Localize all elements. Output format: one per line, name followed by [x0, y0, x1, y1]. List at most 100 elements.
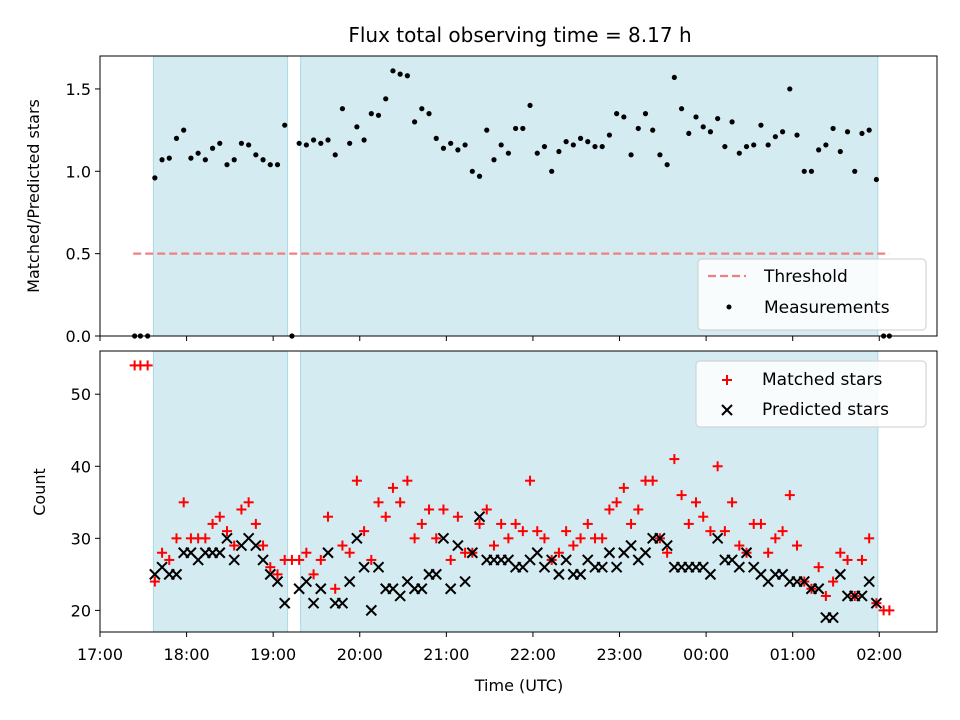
matched-star-point [813, 562, 824, 573]
measurement-point [715, 115, 721, 122]
threshold-legend-label: Threshold [763, 267, 848, 287]
x-stroke-b [798, 575, 810, 588]
ratio-panel-frame [99, 55, 938, 337]
predicted-star-point [863, 575, 875, 588]
matched-star-point [445, 554, 456, 565]
matched-star-point [611, 497, 622, 508]
y-tick-label: 1.0 [66, 162, 91, 181]
predicted-star-point [610, 561, 623, 573]
predicted-star-point [228, 554, 240, 566]
predicted-star-point [250, 539, 262, 552]
measurement-point [202, 157, 208, 163]
x-stroke-b [704, 568, 717, 581]
predicted-star-point [834, 568, 847, 581]
measurement-point [303, 142, 309, 148]
x-tick-label: 18:00 [164, 645, 210, 664]
matched-star-point [474, 518, 485, 529]
matched-star-point [250, 518, 261, 529]
measurement-point [751, 142, 757, 148]
predicted-star-point [437, 532, 450, 545]
matched-star-point [221, 526, 232, 537]
predicted-legend-label: Predicted stars [762, 400, 889, 420]
matched-star-point [633, 504, 644, 515]
x-tick-label: 00:00 [683, 645, 729, 664]
measurement-point [664, 162, 670, 168]
predicted-star-point [343, 575, 356, 588]
predicted-star-point [545, 554, 558, 566]
measurement-point [152, 175, 158, 181]
matched-star-point [763, 547, 774, 558]
measurement-point [332, 152, 338, 158]
measurement-point [484, 127, 490, 133]
x-tick-label: 20:00 [337, 645, 383, 664]
matched-star-point [488, 540, 499, 551]
predicted-star-point [351, 532, 363, 545]
count-x-axis-label: Time (UTC) [474, 676, 563, 695]
count-panel: 20 30 40 50 17:00 18:00 19:00 20:00 21:00 22:00 2… [30, 350, 938, 695]
measurement-point [404, 73, 410, 79]
matched-star-point [373, 497, 384, 508]
measurements-legend-label: Measurements [764, 298, 890, 318]
predicted-star-point [531, 547, 543, 559]
matched-star-point [864, 533, 875, 544]
x-stroke-b [264, 568, 276, 581]
matched-star-point [344, 547, 355, 558]
matched-star-point [503, 533, 514, 544]
x-stroke-b [452, 539, 464, 552]
measurement-point [823, 142, 829, 148]
matched-star-point [387, 482, 398, 493]
matched-star-point [229, 540, 240, 551]
matched-star-point [496, 518, 507, 529]
x-stroke-b [812, 583, 825, 595]
x-stroke-b [444, 583, 457, 595]
x-stroke-b [726, 554, 738, 566]
measurement-point [859, 130, 865, 137]
x-stroke-b [733, 561, 746, 573]
x-stroke-b [437, 532, 450, 545]
measurement-point [650, 127, 656, 133]
matched-star-point [884, 605, 895, 616]
count-y-axis-label: Count [30, 468, 49, 516]
count-y-ticks: 20 30 40 50 [71, 385, 100, 620]
measurement-point [188, 155, 194, 161]
x-stroke-b [372, 561, 385, 573]
count-legend-box [695, 360, 927, 428]
y-tick-label: 0.0 [66, 327, 91, 346]
measurement-point [830, 125, 836, 132]
x-tick-label: 23:00 [596, 645, 642, 664]
matched-star-point [359, 526, 370, 537]
measurement-point [440, 145, 447, 151]
x-stroke-b [336, 597, 349, 609]
predicted-star-point [733, 561, 746, 573]
matched-star-point [171, 533, 182, 544]
matched-star-point [662, 547, 673, 558]
measurement-point [686, 130, 692, 137]
measurement-point [873, 176, 879, 183]
measurement-point [195, 150, 201, 156]
measurement-point [274, 162, 281, 168]
measurement-point [419, 106, 425, 112]
measurement-point [779, 129, 786, 135]
x-stroke-b [661, 539, 673, 552]
predicted-star-point [704, 568, 717, 581]
measurement-point [476, 173, 483, 179]
matched-star-point [402, 475, 413, 486]
matched-star-point [142, 360, 153, 371]
matched-star-point [323, 511, 334, 522]
measurement-point [253, 152, 259, 158]
ratio-x-ticks [99, 336, 880, 341]
matched-stars-series [129, 360, 895, 616]
matched-star-point [539, 533, 550, 544]
predicted-star-point [625, 539, 637, 552]
x-stroke-b [351, 532, 363, 545]
measurement-point [700, 124, 706, 130]
predicted-star-point [603, 547, 616, 559]
x-stroke-b [711, 532, 724, 545]
matched-star-point [618, 482, 629, 493]
measurement-point [772, 134, 778, 140]
x-stroke-b [560, 554, 572, 566]
x-stroke-b [322, 547, 334, 559]
matched-star-point [243, 497, 254, 508]
predicted-star-point [300, 575, 313, 588]
measurement-point [693, 114, 699, 120]
